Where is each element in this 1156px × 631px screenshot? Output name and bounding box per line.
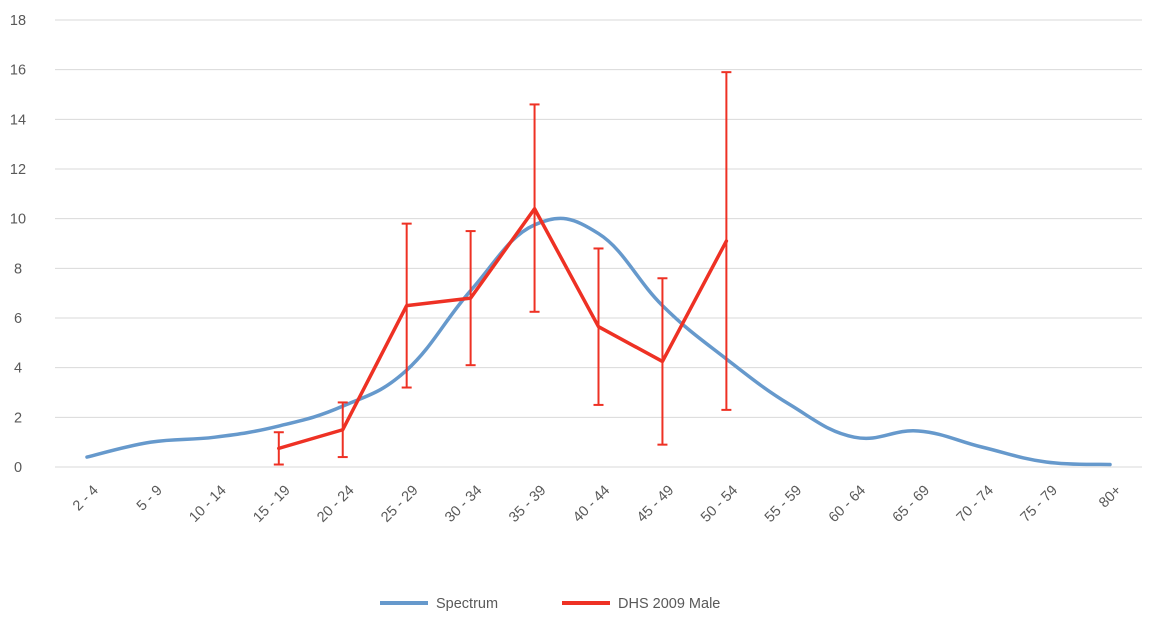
data-point [469,296,473,300]
x-tick-label: 50 - 54 [698,483,741,526]
legend-item: DHS 2009 Male [562,596,720,612]
y-tick-label: 12 [10,162,26,178]
x-tick-label: 2 - 4 [70,483,102,515]
x-tick-label: 45 - 49 [634,483,677,526]
x-tick-label: 35 - 39 [506,483,549,526]
x-tick-label: 10 - 14 [186,483,229,526]
x-tick-label: 30 - 34 [442,483,485,526]
x-tick-label: 40 - 44 [570,483,613,526]
data-point [341,428,345,432]
x-tick-label: 75 - 79 [1018,483,1061,526]
x-tick-label: 80+ [1096,483,1125,512]
legend: Spectrum DHS 2009 Male [380,596,720,612]
y-tick-label: 2 [14,410,22,426]
series-spectrum [85,216,1112,467]
x-tick-label: 70 - 74 [954,483,997,526]
x-tick-label: 5 - 9 [134,483,166,515]
series-dhs-2009-male [273,71,732,466]
data-point [405,304,409,308]
series-group [85,71,1112,467]
data-point [724,239,728,243]
y-tick-label: 18 [10,13,26,29]
data-point [213,435,217,439]
data-point [852,435,856,439]
data-point [788,403,792,407]
data-point [85,455,89,459]
series-line [85,216,1112,467]
data-point [533,207,537,211]
x-tick-label: 55 - 59 [762,483,805,526]
x-tick-label: 20 - 24 [314,483,357,526]
x-tick-label: 65 - 69 [890,483,933,526]
x-tick-label: 25 - 29 [378,483,421,526]
legend-item: Spectrum [380,596,498,612]
data-point [1044,460,1048,464]
data-point [149,440,153,444]
x-tick-label: 60 - 64 [826,483,869,526]
y-tick-label: 10 [10,212,26,228]
data-point [660,359,664,363]
legend-label: DHS 2009 Male [618,596,720,612]
data-point [597,325,601,329]
data-point [980,445,984,449]
series-line [277,206,729,451]
y-tick-label: 16 [10,63,26,79]
legend-label: Spectrum [436,596,498,612]
y-tick-label: 14 [10,112,26,128]
data-point [277,424,281,428]
x-tick-label: 15 - 19 [250,483,293,526]
y-tick-label: 6 [14,311,22,327]
data-point [916,429,920,433]
y-tick-label: 8 [14,261,22,277]
y-tick-label: 0 [14,460,22,476]
y-tick-label: 4 [14,361,22,377]
data-point [277,446,281,450]
data-point [597,232,601,236]
data-point [1108,463,1112,467]
